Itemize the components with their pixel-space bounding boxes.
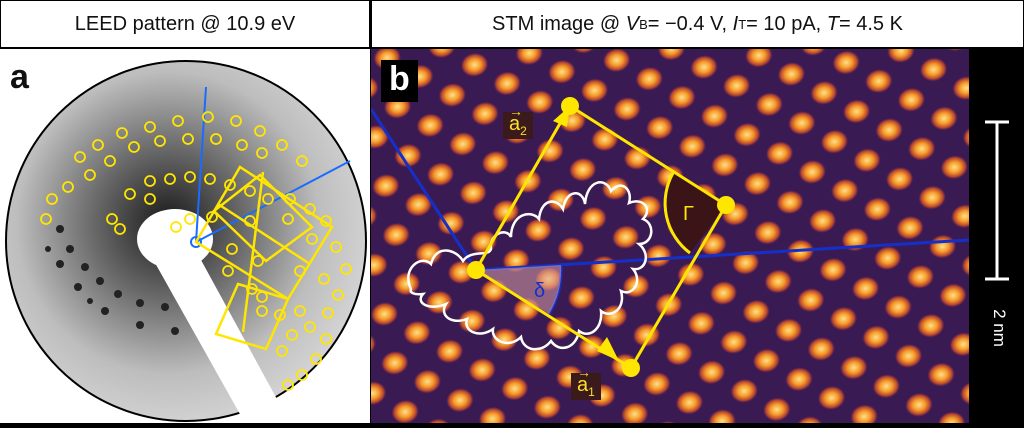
vector-arrowheads xyxy=(553,106,619,361)
gamma-wedge xyxy=(665,173,726,253)
leed-image xyxy=(0,49,370,423)
leed-pattern-svg xyxy=(5,60,367,423)
panel-a-title: LEED pattern @ 10.9 eV xyxy=(0,0,370,48)
vb-value: = −0.4 V, xyxy=(647,12,728,35)
stm-image xyxy=(369,49,1024,423)
vector-a1-base: a xyxy=(577,374,589,396)
it-subscript: T xyxy=(738,16,747,32)
stm-topography xyxy=(371,49,969,423)
it-symbol: I xyxy=(732,12,739,35)
t-value: = 4.5 K xyxy=(839,12,903,35)
gamma-arc xyxy=(663,172,691,255)
panel-a: LEED pattern @ 10.9 eV xyxy=(0,0,370,423)
vector-a1-sub: 1 xyxy=(588,385,595,399)
panel-b-letter: b xyxy=(381,60,418,102)
title-prefix: STM image @ xyxy=(492,12,621,35)
scale-bar xyxy=(985,120,1009,281)
vector-a2-sub: 2 xyxy=(520,124,527,138)
leed-unit-cells xyxy=(194,165,334,351)
t-symbol: T xyxy=(826,12,839,35)
delta-label: δ xyxy=(534,280,546,302)
leed-dark-spots xyxy=(45,225,179,335)
vb-subscript: B xyxy=(639,16,648,32)
delta-wedge xyxy=(476,265,562,314)
panel-a-letter: a xyxy=(10,58,29,96)
vector-a2-base: a xyxy=(509,113,521,135)
molecule-outline xyxy=(407,181,653,351)
vector-a1-label: → a1 xyxy=(571,365,601,400)
vector-arrow-icon: → xyxy=(577,364,591,380)
vector-a2-label: → a2 xyxy=(503,104,533,139)
stm-svg xyxy=(369,49,1024,423)
vb-symbol: V xyxy=(625,12,640,35)
gamma-label: Γ xyxy=(683,203,695,225)
leed-spot-markers xyxy=(40,111,352,391)
it-value: = 10 pA, xyxy=(746,12,822,35)
scale-bar-label: 2 nm xyxy=(990,309,1009,347)
vector-arrow-icon: → xyxy=(509,103,523,119)
